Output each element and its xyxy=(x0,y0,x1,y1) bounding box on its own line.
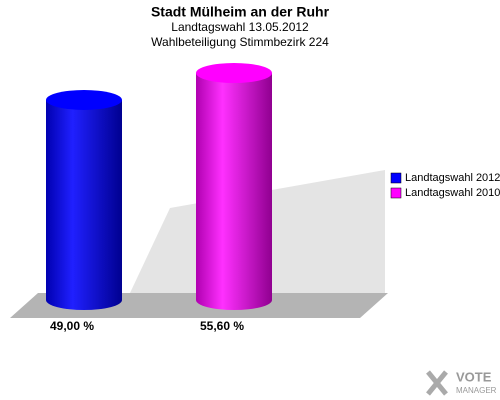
bar xyxy=(196,73,272,300)
bar-top xyxy=(46,89,122,110)
logo-text: MANAGER xyxy=(456,386,497,395)
chart-subtitle: Landtagswahl 13.05.2012 xyxy=(171,20,309,34)
value-label: 55,60 % xyxy=(200,319,244,333)
legend-label: Landtagswahl 2010 xyxy=(405,187,500,199)
logo-text: VOTE xyxy=(456,369,492,384)
logo-icon xyxy=(426,370,448,396)
chart-subtitle: Wahlbeteiligung Stimmbezirk 224 xyxy=(151,35,329,49)
legend-label: Landtagswahl 2012 xyxy=(405,172,500,184)
value-label: 49,00 % xyxy=(50,319,94,333)
bar xyxy=(46,99,122,300)
bar-top xyxy=(196,63,272,83)
chart-title: Stadt Mülheim an der Ruhr xyxy=(151,4,330,20)
legend-swatch xyxy=(390,172,402,184)
legend-swatch xyxy=(390,187,402,199)
logo: VOTE MANAGER xyxy=(426,369,497,396)
